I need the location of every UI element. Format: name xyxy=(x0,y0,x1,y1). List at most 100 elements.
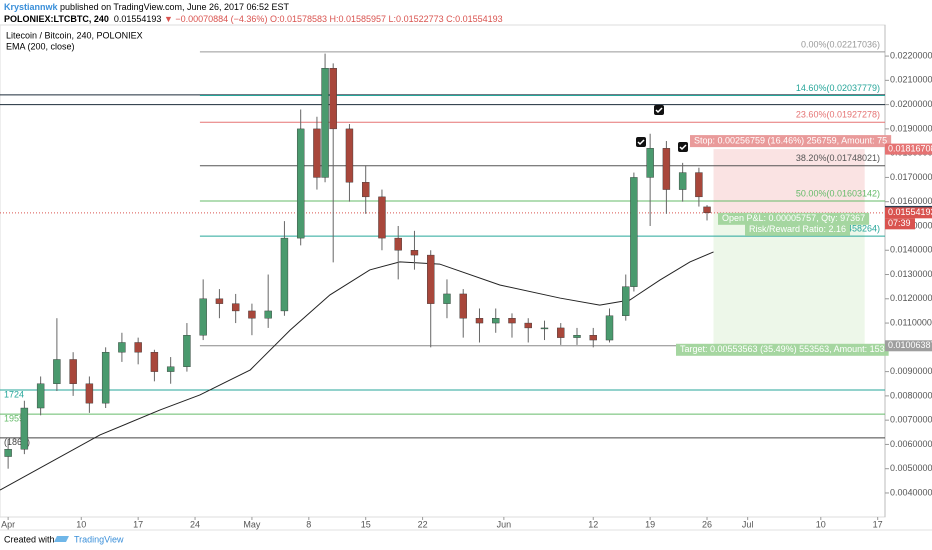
line-label: 1724 xyxy=(4,389,24,399)
footer-brand[interactable]: TradingView xyxy=(74,534,124,544)
price-label: 0.01554193 xyxy=(888,207,932,217)
candle-body xyxy=(703,206,711,214)
candle-body xyxy=(183,335,191,367)
candle-body xyxy=(118,342,126,353)
candle-body xyxy=(410,250,419,256)
candle-body xyxy=(362,182,370,198)
symbol: POLONIEX:LTCBTC, 240 xyxy=(4,14,109,24)
candle-body xyxy=(20,407,29,450)
price-label: 0.01006387 xyxy=(888,340,932,350)
candle-body xyxy=(69,359,77,384)
candle-body xyxy=(231,303,240,312)
candle-body xyxy=(394,237,402,251)
x-tick-label: 17 xyxy=(133,519,143,529)
candle-body xyxy=(264,310,272,319)
candle-body xyxy=(101,351,110,404)
rr-text-bg xyxy=(745,223,851,236)
x-tick-label: 22 xyxy=(418,519,428,529)
header-line: Krystiannwk published on TradingView.com… xyxy=(4,2,289,12)
last: 0.01554193 xyxy=(113,14,162,24)
candle-body xyxy=(557,327,565,338)
candle-body xyxy=(492,318,500,324)
stop-zone xyxy=(713,149,865,213)
x-tick-label: 19 xyxy=(645,519,655,529)
candle-body xyxy=(459,293,467,319)
candle-body xyxy=(605,315,614,341)
candle-body xyxy=(508,318,516,324)
published: published on TradingView.com, June 26, 2… xyxy=(60,2,290,12)
x-tick-label: 26 xyxy=(702,519,712,529)
fib-label: 14.60%(0.02037779) xyxy=(796,83,880,93)
target-text-bg xyxy=(676,343,889,356)
fib-label: 0.00%(0.02217036) xyxy=(801,39,880,49)
legend-indicator: EMA (200, close) xyxy=(6,41,75,51)
legend-pair: Litecoin / Bitcoin, 240, POLONIEX xyxy=(6,30,143,40)
x-tick-label: 17 xyxy=(873,519,883,529)
x-tick-label: 10 xyxy=(76,519,86,529)
ohlc: O:0.01578583 H:0.01585957 L:0.01522773 C… xyxy=(269,14,503,24)
candle-body xyxy=(150,351,159,372)
candle-body xyxy=(695,172,703,198)
candle-body xyxy=(85,383,94,404)
footer-created: Created with xyxy=(4,534,55,544)
x-tick-label: May xyxy=(243,519,261,529)
candle-body xyxy=(427,254,435,304)
symbol-line: POLONIEX:LTCBTC, 240 0.01554193 ▼ −0.000… xyxy=(4,14,503,24)
x-tick-label: 15 xyxy=(361,519,371,529)
line-label: (1866) xyxy=(4,437,30,447)
x-tick-label: 8 xyxy=(306,519,311,529)
candle-body xyxy=(678,172,687,190)
price-label-bg xyxy=(885,340,932,352)
candle-body xyxy=(573,335,581,338)
stop-text: Stop: 0.00256759 (16.46%) 256759, Amount… xyxy=(694,135,887,145)
author[interactable]: Krystiannwk xyxy=(4,2,58,12)
target-text: Target: 0.00553563 (35.49%) 553563, Amou… xyxy=(680,344,885,354)
candle-body xyxy=(134,342,142,353)
candle-body xyxy=(248,310,256,319)
y-tick-label: 0.02200000 xyxy=(890,50,932,60)
candle-body xyxy=(646,148,654,178)
price-label-bg xyxy=(885,143,932,155)
change: ▼ −0.00070884 (−4.36%) xyxy=(163,14,268,24)
x-tick-label: Jul xyxy=(742,519,754,529)
candle-body xyxy=(199,298,207,336)
countdown: 07:39 xyxy=(888,218,911,228)
candle-body xyxy=(345,128,354,183)
candle-body xyxy=(215,298,224,304)
x-tick-label: Jun xyxy=(497,519,512,529)
price-label: 0.01816708 xyxy=(888,143,932,153)
candle-body xyxy=(475,318,484,324)
rr-text: Risk/Reward Ratio: 2.16 xyxy=(749,224,846,234)
candle-body xyxy=(321,68,329,178)
price-label-bg xyxy=(885,207,932,219)
candle-body xyxy=(166,366,175,372)
candle-body xyxy=(329,68,337,130)
fib-label: 50.00%(0.01603142) xyxy=(796,188,880,198)
candle-body xyxy=(36,383,45,409)
line-label: 1959 xyxy=(4,413,24,423)
candle-body xyxy=(378,196,386,239)
candle-body xyxy=(313,128,321,178)
ema-line xyxy=(0,251,714,491)
candle-body xyxy=(280,237,289,312)
candle-body xyxy=(53,359,61,384)
x-tick-label: 24 xyxy=(190,519,200,529)
x-tick-label: Apr xyxy=(1,519,15,529)
check-icons xyxy=(636,105,688,152)
